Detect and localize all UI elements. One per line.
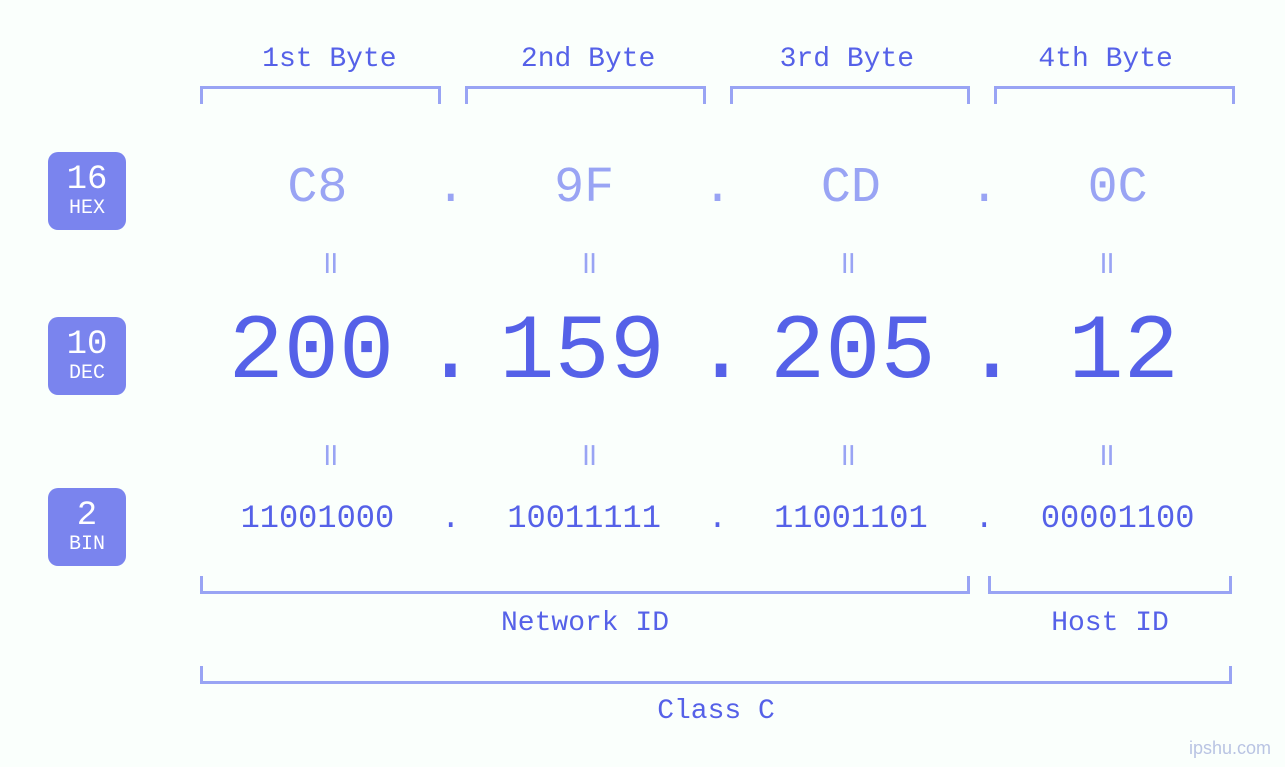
hex-value-1: C8: [200, 160, 435, 217]
network-id-label: Network ID: [200, 608, 970, 639]
bin-sep-3: .: [968, 500, 1000, 537]
dec-value-1: 200: [200, 300, 423, 405]
bin-sep-2: .: [702, 500, 734, 537]
bin-value-1: 11001000: [200, 500, 435, 537]
network-id-bracket: [200, 576, 970, 594]
bin-badge-label: BIN: [69, 534, 105, 555]
hex-row: C8 . 9F . CD . 0C: [200, 160, 1235, 217]
dec-row: 200 . 159 . 205 . 12: [200, 300, 1235, 405]
byte-bracket-1: [200, 86, 441, 104]
byte-brackets-top: [200, 86, 1235, 104]
class-bracket: [200, 666, 1232, 684]
watermark: ipshu.com: [1189, 738, 1271, 759]
bin-badge: 2 BIN: [48, 488, 126, 566]
hex-value-4: 0C: [1000, 160, 1235, 217]
byte-header-1: 1st Byte: [200, 44, 459, 75]
host-id-label: Host ID: [988, 608, 1232, 639]
bin-value-2: 10011111: [467, 500, 702, 537]
dec-badge-number: 10: [67, 328, 108, 364]
bin-value-4: 00001100: [1000, 500, 1235, 537]
hex-value-3: CD: [734, 160, 969, 217]
bin-badge-number: 2: [77, 499, 97, 535]
eq-2-1: ॥: [200, 432, 459, 475]
dec-badge: 10 DEC: [48, 317, 126, 395]
bin-row: 11001000 . 10011111 . 11001101 . 0000110…: [200, 500, 1235, 537]
dec-sep-1: .: [423, 300, 471, 405]
dec-value-4: 12: [1012, 300, 1235, 405]
dec-sep-3: .: [964, 300, 1012, 405]
hex-sep-1: .: [435, 160, 467, 217]
host-id-bracket: [988, 576, 1232, 594]
hex-value-2: 9F: [467, 160, 702, 217]
eq-1-2: ॥: [459, 240, 718, 283]
bin-value-3: 11001101: [734, 500, 969, 537]
equals-row-2: ॥ ॥ ॥ ॥: [200, 432, 1235, 475]
dec-value-2: 159: [471, 300, 694, 405]
eq-1-4: ॥: [976, 240, 1235, 283]
eq-2-4: ॥: [976, 432, 1235, 475]
eq-1-1: ॥: [200, 240, 459, 283]
hex-sep-3: .: [968, 160, 1000, 217]
hex-sep-2: .: [702, 160, 734, 217]
class-label: Class C: [200, 696, 1232, 727]
byte-bracket-3: [730, 86, 971, 104]
bin-sep-1: .: [435, 500, 467, 537]
hex-badge-number: 16: [67, 163, 108, 199]
dec-sep-2: .: [694, 300, 742, 405]
eq-1-3: ॥: [718, 240, 977, 283]
hex-badge-label: HEX: [69, 198, 105, 219]
dec-badge-label: DEC: [69, 363, 105, 384]
eq-2-3: ॥: [718, 432, 977, 475]
eq-2-2: ॥: [459, 432, 718, 475]
equals-row-1: ॥ ॥ ॥ ॥: [200, 240, 1235, 283]
dec-value-3: 205: [742, 300, 965, 405]
byte-header-3: 3rd Byte: [718, 44, 977, 75]
byte-header-4: 4th Byte: [976, 44, 1235, 75]
byte-headers-row: 1st Byte 2nd Byte 3rd Byte 4th Byte: [200, 44, 1235, 75]
byte-bracket-4: [994, 86, 1235, 104]
hex-badge: 16 HEX: [48, 152, 126, 230]
byte-header-2: 2nd Byte: [459, 44, 718, 75]
byte-bracket-2: [465, 86, 706, 104]
